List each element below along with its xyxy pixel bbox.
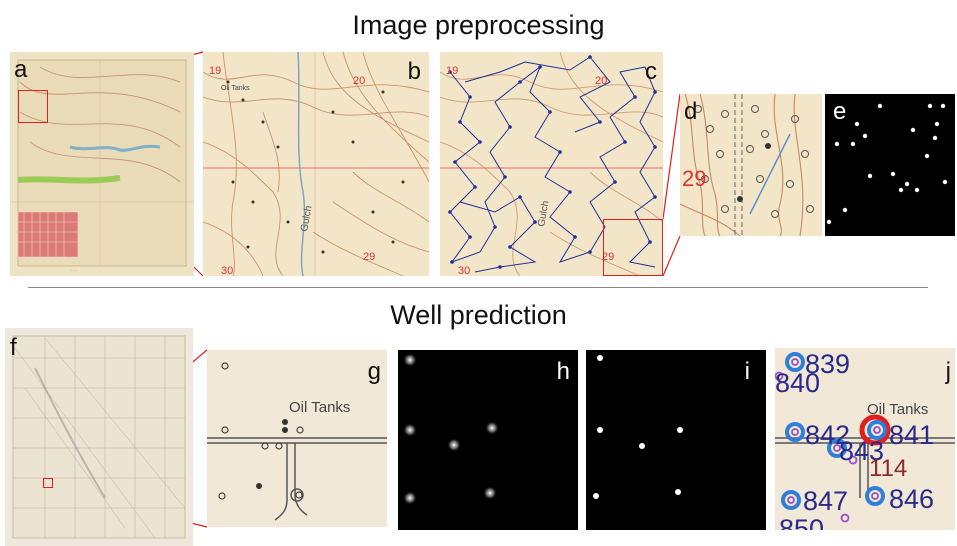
- map-label-c-29: 29: [602, 251, 614, 263]
- well-label-839: 839: [805, 349, 850, 379]
- map-label-j-oil-tanks: Oil Tanks: [867, 401, 928, 418]
- map-label-g-oil-tanks: Oil Tanks: [289, 399, 350, 416]
- map-label-d-29: 29: [682, 166, 706, 191]
- map-label-c-20: 20: [595, 75, 607, 87]
- map-label-b-gulch: Gulch: [299, 205, 314, 233]
- map-label-c-gulch: Gulch: [536, 200, 551, 228]
- map-label-b-20: 20: [353, 75, 365, 87]
- map-label-b-oil-tanks: Oil Tanks: [221, 85, 250, 92]
- map-label-b-19: 19: [209, 65, 221, 77]
- panel-c-graph-overlay: 19 20 29 30 Gulch c: [440, 52, 663, 276]
- panel-label-f: f: [10, 334, 17, 361]
- panel-b-zoomed-map: 19 20 29 30 Oil Tanks Gulch b: [203, 52, 429, 276]
- section-title-well-prediction: Well prediction: [390, 300, 567, 330]
- well-label-841: 841: [889, 420, 934, 450]
- panel-label-i: i: [744, 358, 750, 385]
- panel-label-b: b: [407, 58, 421, 85]
- panel-label-d: d: [684, 98, 698, 125]
- well-label-840: 840: [775, 368, 820, 398]
- zoom-box-a: [18, 90, 48, 123]
- panel-i-predicted-points: i: [586, 350, 766, 530]
- panel-label-g: g: [367, 358, 381, 385]
- panel-g-zoomed-crop: Oil Tanks g: [207, 350, 387, 527]
- panel-f-full-map: f: [5, 328, 193, 546]
- panel-h-heatmap: h: [398, 350, 578, 530]
- panel-label-e: e: [833, 98, 847, 125]
- map-label-b-29: 29: [363, 251, 375, 263]
- well-label-114: 114: [869, 455, 907, 482]
- panel-label-h: h: [556, 358, 570, 385]
- svg-text:· · ·: · · ·: [70, 268, 78, 274]
- section-title-image-preprocessing: Image preprocessing: [352, 10, 605, 40]
- panel-a-full-map: · · · a: [10, 52, 194, 276]
- map-label-c-19: 19: [446, 65, 458, 77]
- panel-label-j: j: [945, 358, 951, 385]
- zoom-box-c: [603, 219, 663, 276]
- panel-d-crop: 29 d: [680, 94, 822, 236]
- map-label-c-30: 30: [458, 265, 470, 276]
- panel-label-a: a: [14, 56, 28, 83]
- well-label-843: 843: [839, 436, 884, 466]
- well-label-847: 847: [803, 486, 848, 516]
- panel-e-point-mask: e: [825, 94, 955, 236]
- well-label-846: 846: [889, 484, 934, 514]
- well-label-850: 850: [779, 514, 824, 530]
- panel-label-c: c: [645, 58, 657, 85]
- well-label-842: 842: [805, 420, 850, 450]
- panel-j-matched-wells: 839 840 842 841 843 847 846 850 114 Oil …: [775, 348, 955, 530]
- section-divider: [28, 287, 928, 288]
- zoom-box-f: [43, 478, 53, 488]
- map-label-b-30: 30: [221, 265, 233, 276]
